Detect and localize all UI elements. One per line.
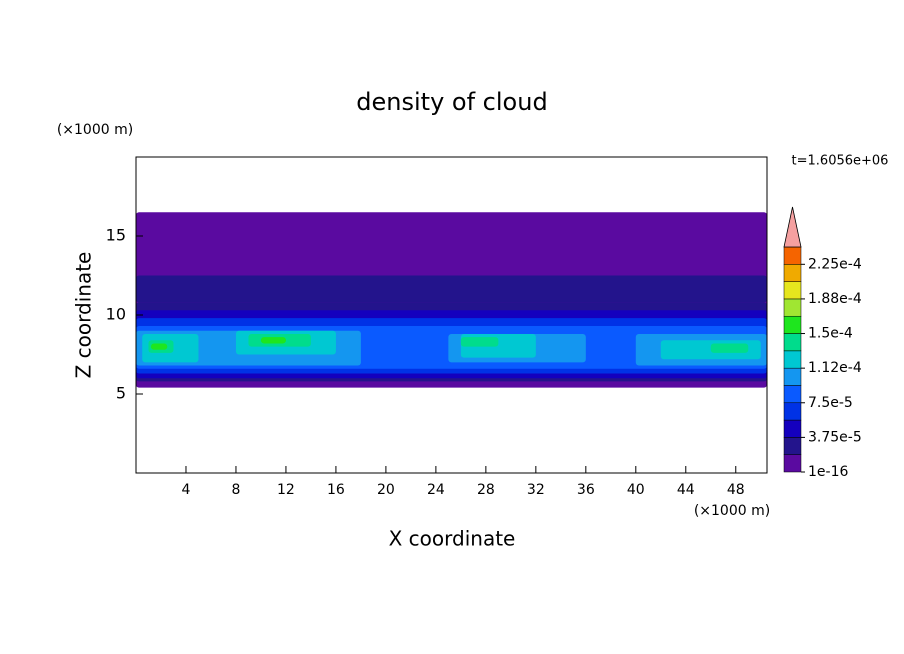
x-tick-label: 44 <box>677 482 695 498</box>
colorbar-over <box>783 206 802 248</box>
colorbar-tick-label: 7.5e-5 <box>808 395 853 411</box>
colorbar-box <box>783 298 802 317</box>
y-axis-label: Z coordinate <box>72 252 96 379</box>
y-tick-label: 10 <box>106 305 126 324</box>
colorbar-box <box>783 315 802 334</box>
x-tick-label: 32 <box>527 482 545 498</box>
contour-region <box>260 337 286 344</box>
x-tick-label: 24 <box>427 482 445 498</box>
contour-region <box>150 343 168 350</box>
time-label: t=1.6056e+06 <box>792 154 889 169</box>
colorbar-tick-label: 1.5e-4 <box>808 326 853 342</box>
colorbar-box <box>783 402 802 421</box>
colorbar-box <box>783 264 802 282</box>
colorbar-box <box>783 437 802 455</box>
x-tick-label: 28 <box>477 482 495 498</box>
x-axis-label: X coordinate <box>389 527 516 551</box>
chart-title: density of cloud <box>356 88 547 116</box>
x-unit: (×1000 m) <box>694 503 770 519</box>
y-unit: (×1000 m) <box>57 122 133 138</box>
x-tick-label: 8 <box>231 482 240 498</box>
x-tick-label: 48 <box>727 482 745 498</box>
x-tick-label: 40 <box>627 482 645 498</box>
colorbar-tick-label: 1.88e-4 <box>808 291 862 307</box>
colorbar-box <box>783 419 802 438</box>
colorbar-box <box>783 281 802 300</box>
contour-region <box>460 337 499 347</box>
x-tick-label: 20 <box>377 482 395 498</box>
x-tick-label: 36 <box>577 482 595 498</box>
y-tick-label: 15 <box>106 226 126 245</box>
x-tick-label: 12 <box>277 482 295 498</box>
x-tick-label: 4 <box>182 482 191 498</box>
colorbar-box <box>783 367 802 386</box>
colorbar-tick-label: 3.75e-5 <box>808 429 862 445</box>
colorbar-box <box>783 246 802 265</box>
colorbar-box <box>783 385 802 404</box>
contour-region <box>136 275 767 303</box>
colorbar-tick-label: 1e-16 <box>808 464 848 480</box>
colorbar-box <box>783 350 802 369</box>
colorbar-box <box>783 454 802 473</box>
colorbar-box <box>783 333 802 352</box>
colorbar-tick-label: 1.12e-4 <box>808 360 862 376</box>
contour-region <box>710 343 749 353</box>
colorbar-tick-label: 2.25e-4 <box>808 256 862 272</box>
x-tick-label: 16 <box>327 482 345 498</box>
y-tick-label: 5 <box>116 384 126 403</box>
